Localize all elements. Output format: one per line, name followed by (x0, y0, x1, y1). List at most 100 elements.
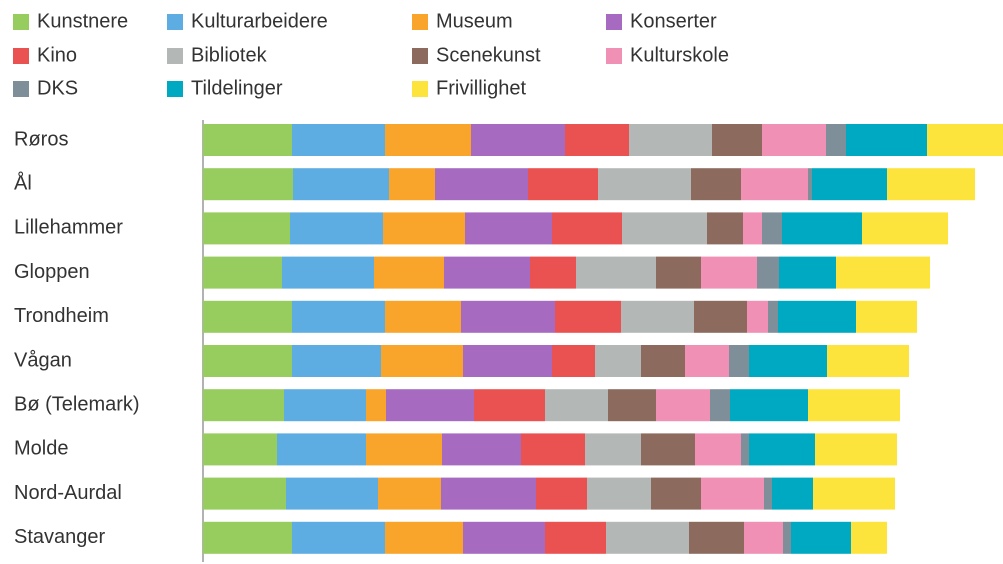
bar-segment (749, 345, 827, 377)
legend-swatch (167, 81, 183, 97)
bar-segment (203, 124, 292, 156)
bar-segment (743, 212, 762, 245)
bar-segment (292, 345, 381, 377)
legend-swatch (167, 48, 183, 64)
bar-segment (441, 477, 536, 510)
bar-segment (292, 521, 385, 554)
bar-segment (521, 433, 585, 466)
bar-segment (595, 345, 641, 377)
legend-label: Kunstnere (37, 10, 128, 32)
bar-segment (552, 212, 622, 245)
bar-segment (741, 168, 808, 201)
bar-segment (656, 256, 701, 289)
bar-segment (651, 477, 701, 510)
bar-segment (203, 212, 290, 245)
bar-segment (203, 300, 292, 333)
bar-segment (465, 212, 552, 245)
bar-segment (536, 477, 587, 510)
bar-segment (284, 389, 366, 422)
bar-segment (292, 300, 385, 333)
bar-segment (689, 521, 744, 554)
bar-segment (744, 521, 783, 554)
bar-segment (701, 256, 757, 289)
legend-label: DKS (37, 77, 78, 99)
bar-segment (598, 168, 691, 201)
bar-segment (435, 168, 528, 201)
bar-segment (203, 477, 286, 510)
bar-segment (385, 124, 471, 156)
bar-segment (461, 300, 555, 333)
bar-segment (782, 212, 862, 245)
bar-segment (779, 256, 836, 289)
bar-segment (707, 212, 743, 245)
bar-segment (762, 212, 782, 245)
y-tick-label: Stavanger (14, 526, 106, 548)
bar-segment (444, 256, 530, 289)
bar-segment (729, 345, 749, 377)
bar-segment (813, 477, 895, 510)
y-tick-label: Ål (14, 171, 32, 194)
bar-segment (203, 345, 292, 377)
legend-label: Scenekunst (436, 44, 541, 66)
bar-segment (836, 256, 930, 289)
bar-segment (762, 124, 826, 156)
bar-segment (730, 389, 808, 422)
bar-segment (851, 521, 887, 554)
bar-segment (826, 124, 846, 156)
bar-segment (685, 345, 729, 377)
bar-segment (203, 256, 282, 289)
y-tick-label: Vågan (14, 349, 72, 371)
bar-segment (282, 256, 374, 289)
bar-segment (862, 212, 948, 245)
bar-segment (608, 389, 656, 422)
bar-segment (827, 345, 909, 377)
y-tick-label: Røros (14, 128, 68, 150)
legend-label: Museum (436, 10, 513, 32)
bar-segment (778, 300, 856, 333)
bar-segment (656, 389, 710, 422)
bar-segment (695, 433, 741, 466)
bar-segment (203, 433, 277, 466)
bar-segment (366, 389, 386, 422)
bar-segment (286, 477, 378, 510)
bar-segment (768, 300, 778, 333)
bar-segment (386, 389, 474, 422)
legend-label: Frivillighet (436, 77, 526, 99)
bar-segment (389, 168, 435, 201)
legend-swatch (412, 14, 428, 30)
bar-segment (710, 389, 730, 422)
bar-segment (856, 300, 917, 333)
bar-segment (691, 168, 741, 201)
bar-segment (747, 300, 768, 333)
bar-segment (374, 256, 444, 289)
bar-segment (293, 168, 389, 201)
bar-segment (606, 521, 689, 554)
bar-segment (701, 477, 764, 510)
bar-segment (474, 389, 545, 422)
legend-swatch (167, 14, 183, 30)
bar-segment (565, 124, 629, 156)
y-tick-label: Molde (14, 438, 68, 460)
bar-segment (808, 168, 812, 201)
bar-segment (385, 300, 461, 333)
bar-segment (442, 433, 521, 466)
bar-segment (528, 168, 598, 201)
bar-segment (694, 300, 747, 333)
bar-segment (203, 389, 284, 422)
bar-segment (927, 124, 1003, 156)
bar-segment (290, 212, 383, 245)
bar-segment (712, 124, 762, 156)
bar-segment (378, 477, 441, 510)
bar-segment (641, 345, 685, 377)
legend-swatch (412, 48, 428, 64)
bar-segment (576, 256, 656, 289)
bar-segment (641, 433, 695, 466)
bar-segment (587, 477, 651, 510)
legend-label: Kulturskole (630, 44, 729, 66)
y-tick-label: Bø (Telemark) (14, 393, 140, 415)
bar-segment (815, 433, 897, 466)
bar-segment (545, 389, 608, 422)
bar-segment (383, 212, 465, 245)
bar-segment (530, 256, 576, 289)
